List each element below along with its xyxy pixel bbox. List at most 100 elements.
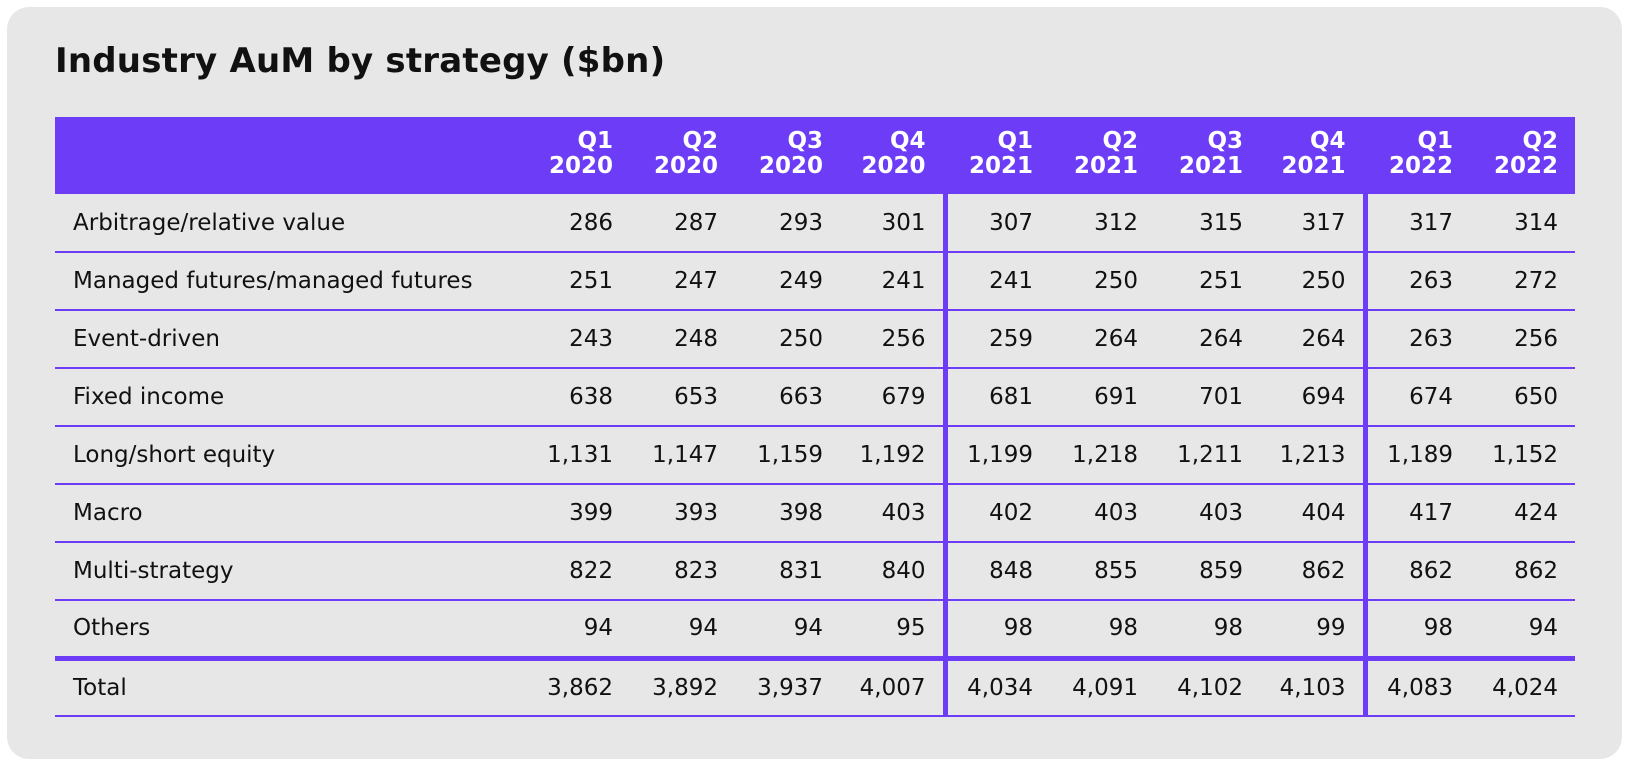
value-cell: 287 bbox=[630, 194, 735, 253]
total-value-cell: 4,091 bbox=[1050, 655, 1155, 717]
value-cell: 679 bbox=[840, 368, 948, 427]
total-value-cell: 3,892 bbox=[630, 655, 735, 717]
total-value-cell: 4,024 bbox=[1470, 655, 1575, 717]
value-cell: 99 bbox=[1260, 600, 1368, 659]
column-header-year: 2021 bbox=[1073, 153, 1138, 179]
value-cell: 831 bbox=[735, 542, 840, 601]
value-cell: 638 bbox=[525, 368, 630, 427]
column-header: Q3 2021 bbox=[1155, 117, 1260, 194]
column-header-quarter: Q2 bbox=[1102, 128, 1138, 154]
chart-title: Industry AuM by strategy ($bn) bbox=[55, 41, 666, 81]
column-header-quarter: Q3 bbox=[787, 128, 823, 154]
value-cell: 256 bbox=[840, 310, 948, 369]
total-value-cell: 3,862 bbox=[525, 655, 630, 717]
table-body: Arbitrage/relative value 286 287 293 301 307 3… bbox=[55, 194, 1575, 717]
value-cell: 94 bbox=[630, 600, 735, 659]
row-label: Fixed income bbox=[55, 368, 525, 427]
total-value-cell: 4,007 bbox=[840, 655, 948, 717]
column-header-quarter: Q2 bbox=[1522, 128, 1558, 154]
table-row: Long/short equity 1,131 1,147 1,159 1,192 1,1… bbox=[55, 426, 1575, 485]
value-cell: 402 bbox=[945, 484, 1050, 543]
value-cell: 307 bbox=[945, 194, 1050, 253]
total-value-cell: 4,034 bbox=[945, 655, 1050, 717]
value-cell: 264 bbox=[1260, 310, 1368, 369]
value-cell: 1,152 bbox=[1470, 426, 1575, 485]
total-label: Total bbox=[55, 655, 525, 717]
table-row: Managed futures/managed futures 251 247 249… bbox=[55, 252, 1575, 311]
header-row: Q1 2020 Q2 2020 Q3 2020 Q4 2020 Q1 2021 Q2 202… bbox=[55, 117, 1575, 194]
table-row: Others 94 94 94 95 98 98 98 99 98 94 bbox=[55, 600, 1575, 659]
column-header: Q2 2022 bbox=[1470, 117, 1575, 194]
total-value-cell: 4,103 bbox=[1260, 655, 1368, 717]
total-row: Total 3,862 3,892 3,937 4,007 4,034 4,091 4,102… bbox=[55, 655, 1575, 717]
column-header-quarter: Q4 bbox=[889, 128, 926, 154]
value-cell: 272 bbox=[1470, 252, 1575, 311]
column-header: Q1 2022 bbox=[1365, 117, 1470, 194]
value-cell: 1,192 bbox=[840, 426, 948, 485]
value-cell: 315 bbox=[1155, 194, 1260, 253]
value-cell: 1,211 bbox=[1155, 426, 1260, 485]
value-cell: 251 bbox=[525, 252, 630, 311]
aum-table: Q1 2020 Q2 2020 Q3 2020 Q4 2020 Q1 2021 Q2 202… bbox=[55, 117, 1575, 717]
value-cell: 259 bbox=[945, 310, 1050, 369]
value-cell: 98 bbox=[1155, 600, 1260, 659]
row-label: Long/short equity bbox=[55, 426, 525, 485]
column-header-quarter: Q1 bbox=[997, 128, 1033, 154]
column-header: Q3 2020 bbox=[735, 117, 840, 194]
value-cell: 317 bbox=[1365, 194, 1470, 253]
row-label: Macro bbox=[55, 484, 525, 543]
column-header-year: 2021 bbox=[1178, 153, 1243, 179]
value-cell: 862 bbox=[1260, 542, 1368, 601]
column-header-year: 2020 bbox=[548, 153, 613, 179]
value-cell: 250 bbox=[1260, 252, 1368, 311]
chart-card: Industry AuM by strategy ($bn) Q1 2020 Q2… bbox=[7, 7, 1622, 759]
value-cell: 691 bbox=[1050, 368, 1155, 427]
value-cell: 1,159 bbox=[735, 426, 840, 485]
column-header-year: 2021 bbox=[1281, 153, 1346, 179]
column-header-year: 2021 bbox=[968, 153, 1033, 179]
value-cell: 403 bbox=[1155, 484, 1260, 543]
value-cell: 247 bbox=[630, 252, 735, 311]
value-cell: 403 bbox=[1050, 484, 1155, 543]
value-cell: 859 bbox=[1155, 542, 1260, 601]
value-cell: 848 bbox=[945, 542, 1050, 601]
column-header-quarter: Q3 bbox=[1207, 128, 1243, 154]
total-value-cell: 3,937 bbox=[735, 655, 840, 717]
value-cell: 243 bbox=[525, 310, 630, 369]
value-cell: 98 bbox=[945, 600, 1050, 659]
row-label: Managed futures/managed futures bbox=[55, 252, 525, 311]
value-cell: 398 bbox=[735, 484, 840, 543]
value-cell: 663 bbox=[735, 368, 840, 427]
value-cell: 701 bbox=[1155, 368, 1260, 427]
total-value-cell: 4,083 bbox=[1365, 655, 1470, 717]
table-row: Multi-strategy 822 823 831 840 848 855 859 862 86… bbox=[55, 542, 1575, 601]
value-cell: 823 bbox=[630, 542, 735, 601]
value-cell: 424 bbox=[1470, 484, 1575, 543]
value-cell: 1,213 bbox=[1260, 426, 1368, 485]
value-cell: 264 bbox=[1050, 310, 1155, 369]
value-cell: 855 bbox=[1050, 542, 1155, 601]
column-header-year: 2020 bbox=[653, 153, 718, 179]
value-cell: 94 bbox=[525, 600, 630, 659]
value-cell: 248 bbox=[630, 310, 735, 369]
value-cell: 263 bbox=[1365, 310, 1470, 369]
value-cell: 1,218 bbox=[1050, 426, 1155, 485]
column-header: Q4 2021 bbox=[1260, 117, 1368, 194]
value-cell: 317 bbox=[1260, 194, 1368, 253]
column-header-year: 2022 bbox=[1388, 153, 1453, 179]
column-header: Q1 2021 bbox=[945, 117, 1050, 194]
row-label: Event-driven bbox=[55, 310, 525, 369]
value-cell: 250 bbox=[1050, 252, 1155, 311]
column-header: Q2 2021 bbox=[1050, 117, 1155, 194]
value-cell: 1,147 bbox=[630, 426, 735, 485]
value-cell: 286 bbox=[525, 194, 630, 253]
value-cell: 314 bbox=[1470, 194, 1575, 253]
value-cell: 822 bbox=[525, 542, 630, 601]
value-cell: 263 bbox=[1365, 252, 1470, 311]
value-cell: 674 bbox=[1365, 368, 1470, 427]
table-row: Event-driven 243 248 250 256 259 264 264 264 263 2… bbox=[55, 310, 1575, 369]
column-header-quarter: Q4 bbox=[1309, 128, 1346, 154]
table-row: Fixed income 638 653 663 679 681 691 701 694 674 6… bbox=[55, 368, 1575, 427]
column-header-quarter: Q1 bbox=[1417, 128, 1453, 154]
value-cell: 862 bbox=[1470, 542, 1575, 601]
